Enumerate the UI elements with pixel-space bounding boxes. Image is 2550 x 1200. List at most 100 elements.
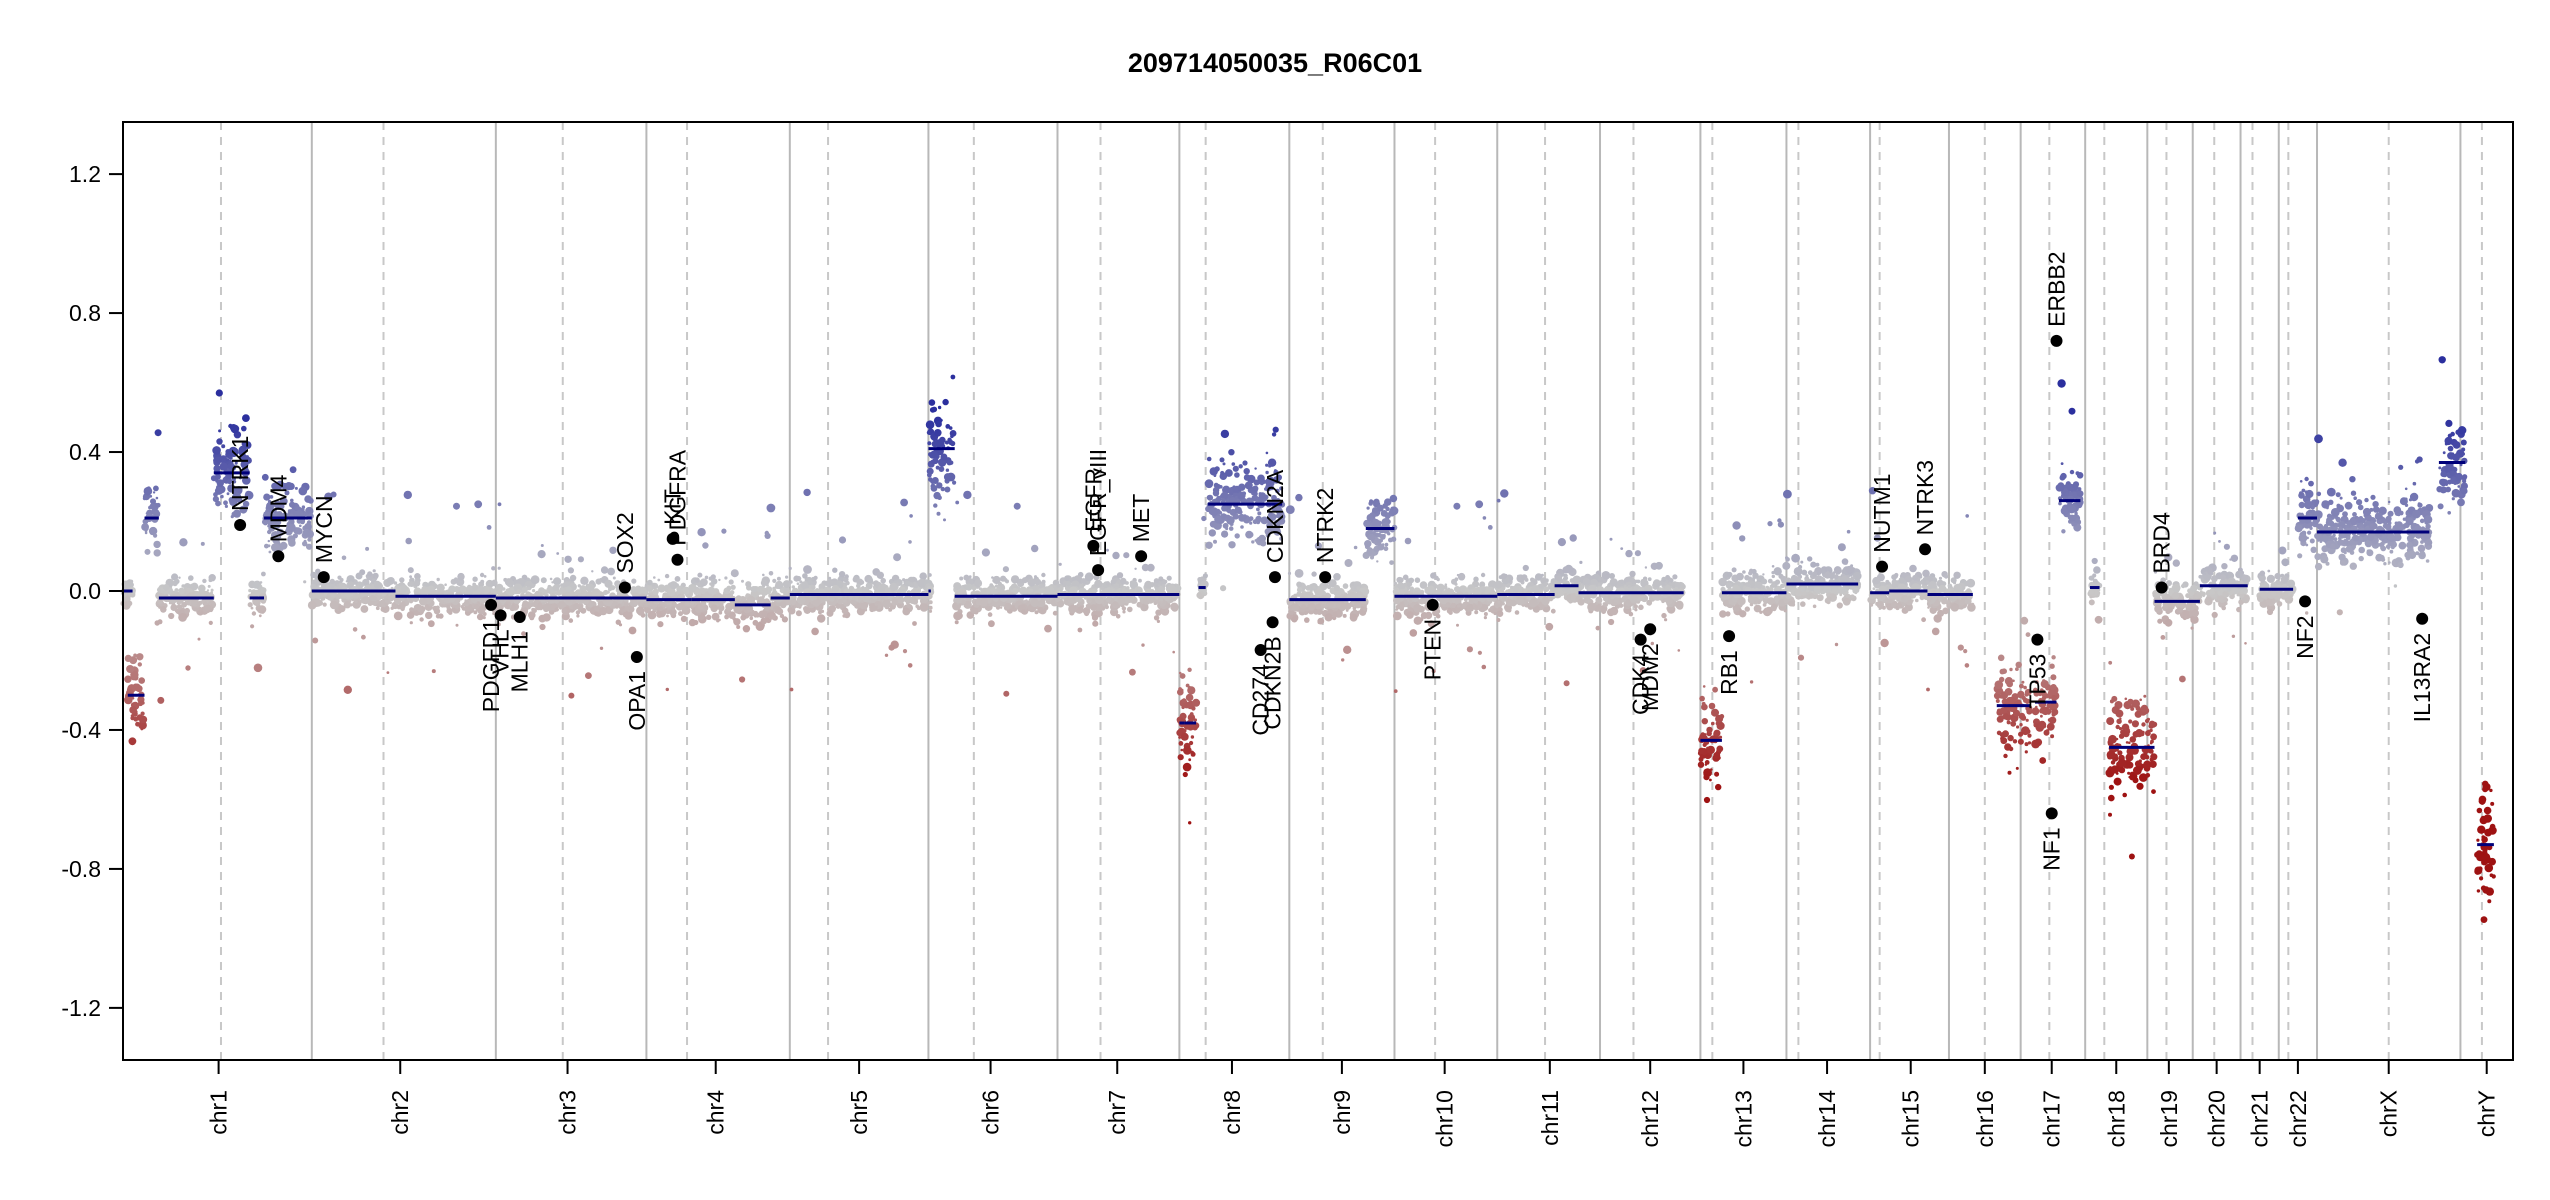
probe-point — [1627, 584, 1631, 588]
probe-point — [867, 577, 874, 584]
probe-point — [380, 606, 386, 612]
probe-point — [454, 579, 459, 584]
probe-point — [825, 579, 833, 588]
probe-point — [856, 583, 861, 589]
probe-point — [1089, 574, 1093, 578]
probe-point — [288, 539, 296, 547]
probe-point — [607, 567, 615, 576]
probe-point — [408, 581, 415, 587]
probe-point — [757, 596, 765, 604]
probe-point — [1628, 611, 1634, 617]
probe-point — [1295, 493, 1303, 502]
probe-point — [943, 473, 952, 481]
probe-point — [1442, 590, 1447, 595]
probe-point — [527, 586, 531, 590]
probe-point — [657, 621, 664, 628]
probe-point — [1181, 698, 1187, 704]
probe-point — [1710, 703, 1714, 707]
probe-point — [989, 583, 994, 588]
probe-point — [386, 671, 390, 674]
probe-point — [599, 646, 604, 650]
probe-point — [464, 604, 471, 612]
probe-point — [329, 600, 339, 610]
probe-point — [1030, 598, 1040, 608]
probe-point — [1644, 566, 1648, 569]
probe-point — [1609, 537, 1613, 541]
probe-point — [198, 606, 202, 611]
probe-point — [372, 569, 376, 573]
probe-point — [329, 579, 335, 585]
probe-point — [1269, 510, 1273, 515]
probe-point — [170, 604, 178, 611]
probe-point — [1401, 584, 1406, 589]
probe-point — [1042, 583, 1046, 588]
probe-point — [1744, 606, 1751, 612]
probe-point — [1596, 586, 1603, 593]
probe-point — [540, 577, 547, 584]
probe-point — [1435, 589, 1441, 595]
probe-point — [815, 588, 820, 593]
probe-point — [761, 610, 768, 618]
probe-point — [1231, 462, 1236, 466]
probe-point — [1017, 578, 1024, 584]
probe-point — [1179, 716, 1182, 719]
probe-point — [343, 685, 352, 694]
probe-point — [1163, 579, 1168, 584]
probe-point — [893, 553, 902, 562]
probe-point — [604, 597, 613, 607]
probe-point — [264, 543, 269, 549]
probe-point — [1679, 583, 1686, 590]
probe-point — [1395, 604, 1401, 610]
probe-point — [528, 611, 536, 619]
probe-point — [1446, 607, 1453, 614]
probe-point — [742, 625, 751, 633]
probe-point — [153, 533, 158, 538]
probe-point — [236, 487, 242, 494]
probe-point — [1665, 584, 1671, 591]
probe-point — [1180, 732, 1189, 741]
probe-point — [153, 485, 159, 492]
probe-point — [1095, 596, 1104, 605]
probe-point — [1427, 620, 1435, 628]
probe-point — [221, 444, 226, 449]
probe-point — [1700, 754, 1704, 758]
probe-point — [1335, 602, 1341, 608]
probe-point — [1569, 534, 1577, 542]
probe-point — [224, 504, 228, 508]
probe-point — [1703, 774, 1710, 781]
probe-point — [413, 580, 421, 587]
probe-point — [1105, 581, 1110, 586]
probe-point — [1269, 485, 1275, 491]
probe-point — [1613, 597, 1620, 603]
probe-point — [760, 587, 769, 596]
probe-point — [153, 549, 161, 557]
probe-point — [820, 609, 825, 614]
probe-point — [664, 573, 670, 579]
probe-point — [1800, 601, 1806, 607]
probe-point — [280, 497, 284, 502]
probe-point — [1466, 603, 1474, 612]
probe-point — [1625, 549, 1633, 558]
probe-point — [308, 591, 317, 599]
probe-point — [1308, 603, 1316, 611]
probe-point — [1251, 494, 1259, 502]
probe-point — [1492, 608, 1498, 613]
probe-point — [586, 583, 595, 593]
probe-point — [657, 584, 666, 593]
probe-point — [1466, 646, 1473, 653]
probe-point — [1719, 610, 1727, 618]
probe-point — [1609, 606, 1619, 616]
probe-point — [1467, 584, 1473, 590]
probe-point — [836, 581, 842, 587]
probe-point — [1815, 562, 1820, 567]
probe-point — [160, 606, 167, 613]
probe-point — [577, 584, 581, 588]
probe-point — [431, 669, 436, 674]
probe-point — [130, 670, 139, 679]
probe-point — [128, 687, 131, 690]
probe-point — [292, 533, 298, 539]
probe-point — [697, 528, 706, 537]
probe-point — [697, 572, 703, 578]
probe-point — [1182, 762, 1192, 772]
probe-point — [982, 590, 986, 594]
